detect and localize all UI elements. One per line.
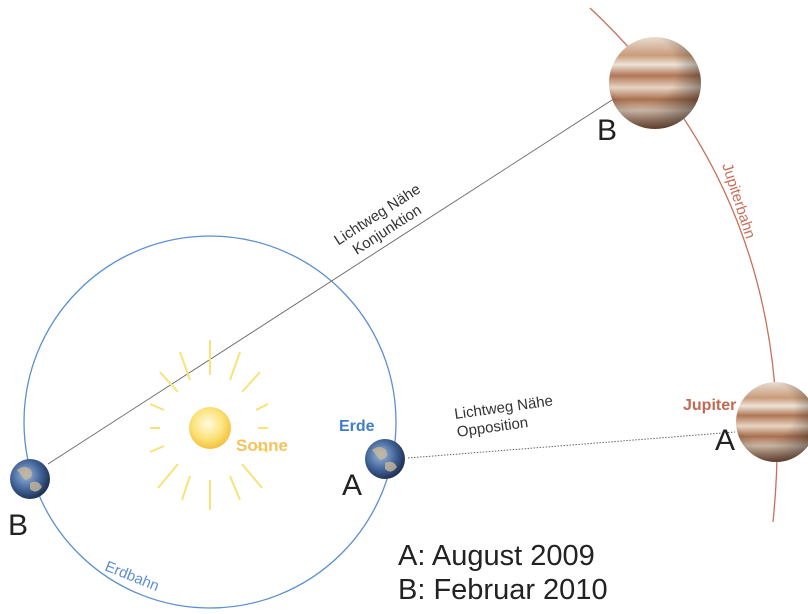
sun-label: Sonne [236, 436, 288, 455]
jupiter-b [609, 37, 701, 129]
jupiter-label: Jupiter [683, 397, 736, 414]
diagram: Lichtweg Nähe Konjunktion Lichtweg Nähe … [0, 0, 808, 614]
opposition-label: Lichtweg Nähe Opposition [453, 392, 556, 440]
earth-b-letter: B [8, 509, 28, 542]
earth-orbit-label: Erdbahn [103, 558, 162, 595]
jupiter-a-letter: A [715, 424, 735, 457]
jupiter-b-letter: B [597, 114, 617, 147]
earth-a-letter: A [342, 469, 362, 502]
legend-item: A: August 2009 [398, 540, 595, 572]
earth-b [10, 459, 50, 499]
legend-item: B: Februar 2010 [398, 574, 608, 606]
jupiter-orbit-label: Jupiterbahn [718, 161, 758, 241]
sun [150, 340, 268, 510]
conjunction-label: Lichtweg Nähe Konjunktion [331, 181, 433, 264]
jupiter-a [736, 382, 808, 462]
earth-label: Erde [339, 418, 375, 435]
earth-a [365, 439, 405, 479]
